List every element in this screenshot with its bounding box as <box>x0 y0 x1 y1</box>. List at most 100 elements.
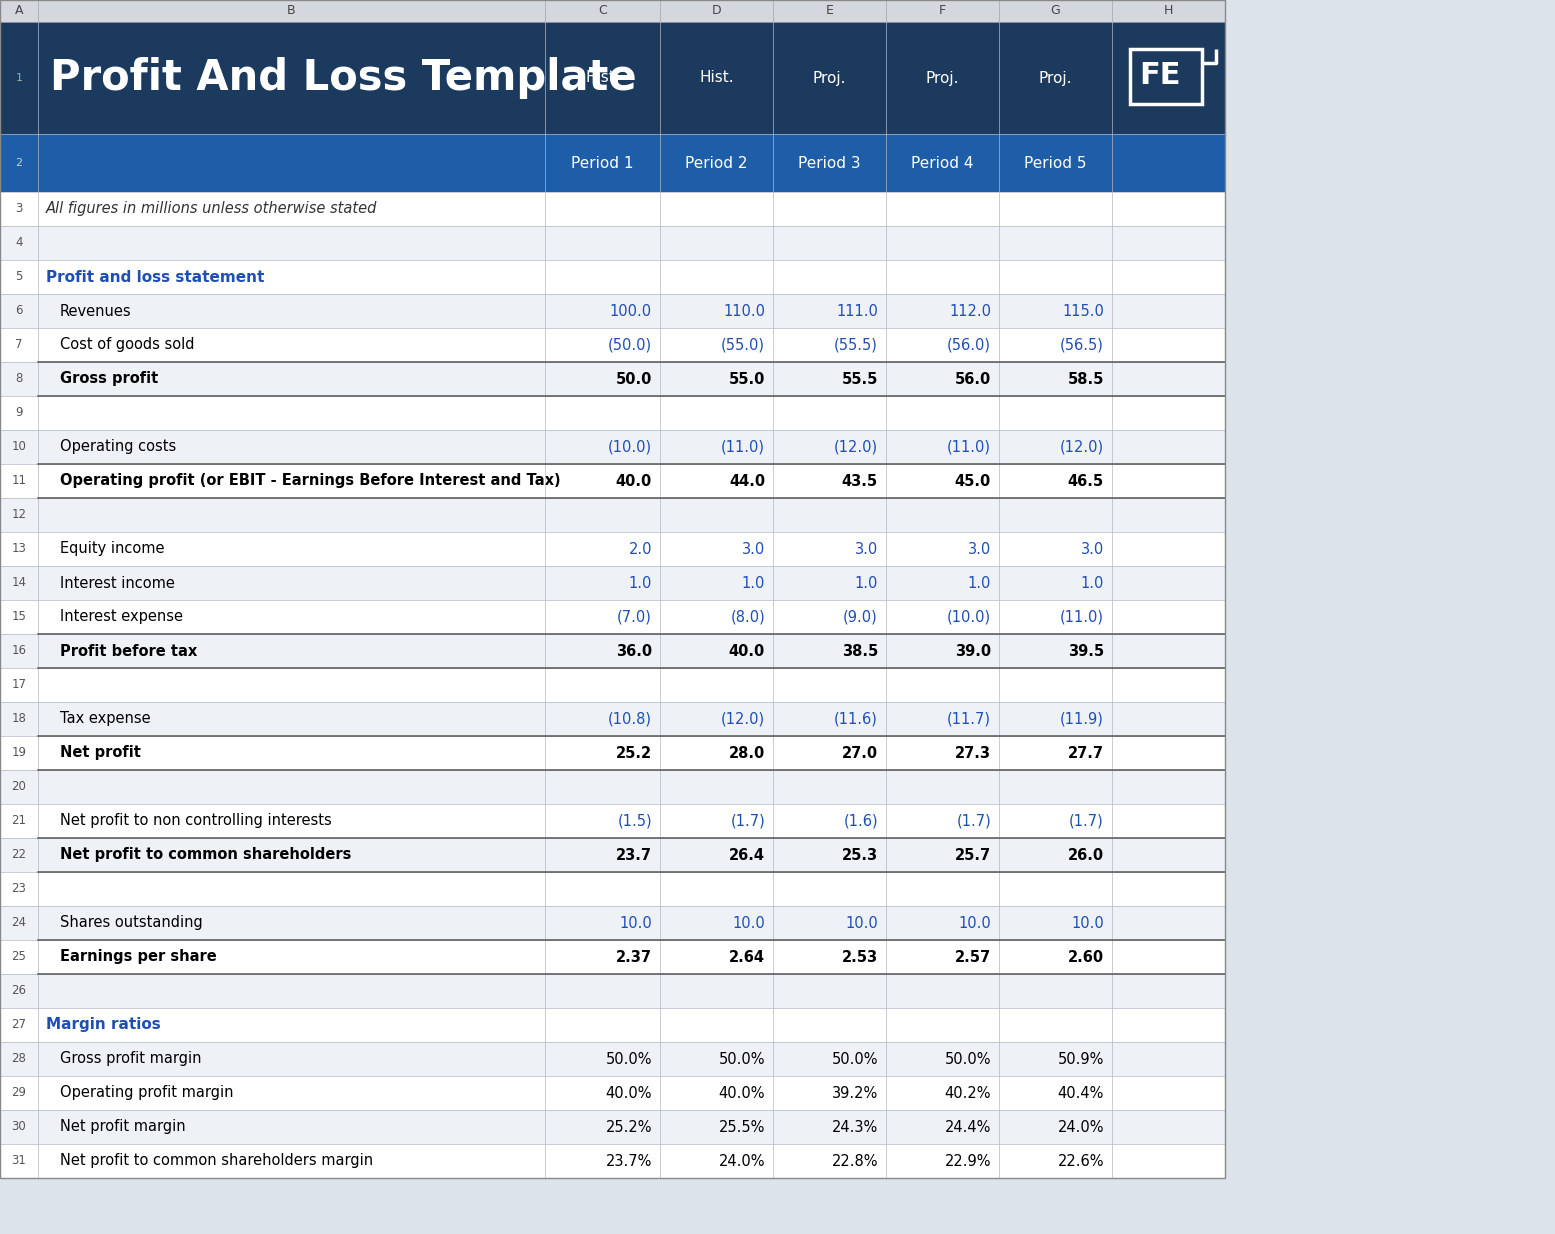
Text: 22.9%: 22.9% <box>944 1154 991 1169</box>
Text: (1.7): (1.7) <box>956 813 991 828</box>
Text: 50.0%: 50.0% <box>605 1051 652 1066</box>
Text: Proj.: Proj. <box>813 70 846 85</box>
Text: Cost of goods sold: Cost of goods sold <box>61 338 194 353</box>
Text: FE: FE <box>1140 60 1180 90</box>
Text: 36.0: 36.0 <box>616 643 652 659</box>
Text: 40.0: 40.0 <box>729 643 765 659</box>
Text: (1.7): (1.7) <box>1070 813 1104 828</box>
Text: Earnings per share: Earnings per share <box>61 949 216 965</box>
Bar <box>0 770 1225 805</box>
Text: Gross profit: Gross profit <box>61 371 159 386</box>
Text: D: D <box>712 5 722 17</box>
Text: 9: 9 <box>16 406 23 420</box>
Bar <box>0 0 1225 1178</box>
Text: Operating costs: Operating costs <box>61 439 176 454</box>
Text: 21: 21 <box>11 814 26 828</box>
Text: 18: 18 <box>11 712 26 726</box>
Text: 12: 12 <box>11 508 26 522</box>
Text: Period 3: Period 3 <box>798 155 861 170</box>
Text: 25.5%: 25.5% <box>718 1119 765 1134</box>
Text: Period 4: Period 4 <box>911 155 973 170</box>
Text: (8.0): (8.0) <box>731 610 765 624</box>
Bar <box>0 135 1225 193</box>
Bar <box>0 1008 1225 1041</box>
Text: 10: 10 <box>11 441 26 454</box>
Text: (11.9): (11.9) <box>1061 712 1104 727</box>
Bar <box>0 805 1225 838</box>
Bar <box>0 1144 1225 1178</box>
Text: 2.0: 2.0 <box>628 542 652 557</box>
Text: 3: 3 <box>16 202 23 216</box>
Text: 22: 22 <box>11 849 26 861</box>
Text: 24: 24 <box>11 917 26 929</box>
Text: 11: 11 <box>11 475 26 487</box>
Text: 50.0: 50.0 <box>616 371 652 386</box>
Text: (11.7): (11.7) <box>947 712 991 727</box>
Text: Equity income: Equity income <box>61 542 165 557</box>
Text: 39.0: 39.0 <box>955 643 991 659</box>
Text: 2.57: 2.57 <box>955 949 991 965</box>
Text: 1.0: 1.0 <box>1081 575 1104 591</box>
Text: 22.6%: 22.6% <box>1057 1154 1104 1169</box>
Text: H: H <box>1163 5 1172 17</box>
Text: 27.3: 27.3 <box>955 745 991 760</box>
Text: Interest income: Interest income <box>61 575 174 591</box>
Text: Net profit to non controlling interests: Net profit to non controlling interests <box>61 813 331 828</box>
Text: 55.0: 55.0 <box>729 371 765 386</box>
Text: 6: 6 <box>16 305 23 317</box>
Bar <box>0 294 1225 328</box>
Text: (56.0): (56.0) <box>947 338 991 353</box>
Text: 23: 23 <box>11 882 26 896</box>
Text: C: C <box>599 5 606 17</box>
Text: 1.0: 1.0 <box>742 575 765 591</box>
Text: 25.7: 25.7 <box>955 848 991 863</box>
Text: 2.37: 2.37 <box>616 949 652 965</box>
Text: 5: 5 <box>16 270 23 284</box>
Text: Period 1: Period 1 <box>571 155 634 170</box>
Bar <box>0 0 1225 22</box>
Text: (12.0): (12.0) <box>1061 439 1104 454</box>
Bar <box>0 328 1225 362</box>
Text: 2: 2 <box>16 158 23 168</box>
Text: Hist.: Hist. <box>585 70 620 85</box>
Text: 46.5: 46.5 <box>1068 474 1104 489</box>
Text: Profit and loss statement: Profit and loss statement <box>47 269 264 285</box>
Text: 27: 27 <box>11 1018 26 1032</box>
Text: 55.5: 55.5 <box>841 371 879 386</box>
Text: 43.5: 43.5 <box>841 474 879 489</box>
Bar <box>0 1111 1225 1144</box>
Text: 110.0: 110.0 <box>723 304 765 318</box>
Bar <box>0 362 1225 396</box>
Text: 24.3%: 24.3% <box>832 1119 879 1134</box>
Text: Operating profit (or EBIT - Earnings Before Interest and Tax): Operating profit (or EBIT - Earnings Bef… <box>61 474 561 489</box>
Text: 10.0: 10.0 <box>732 916 765 930</box>
Text: (10.0): (10.0) <box>608 439 652 454</box>
Bar <box>0 226 1225 260</box>
Bar <box>0 668 1225 702</box>
Text: Revenues: Revenues <box>61 304 132 318</box>
Text: 24.0%: 24.0% <box>1057 1119 1104 1134</box>
Text: 27.0: 27.0 <box>841 745 879 760</box>
Text: 25: 25 <box>11 950 26 964</box>
Bar <box>0 838 1225 872</box>
Bar <box>0 396 1225 429</box>
Text: 58.5: 58.5 <box>1068 371 1104 386</box>
Bar <box>0 1041 1225 1076</box>
Text: (1.6): (1.6) <box>843 813 879 828</box>
Text: Period 2: Period 2 <box>686 155 748 170</box>
Text: 1.0: 1.0 <box>855 575 879 591</box>
Text: 10.0: 10.0 <box>1071 916 1104 930</box>
Text: Hist.: Hist. <box>700 70 734 85</box>
Text: 45.0: 45.0 <box>955 474 991 489</box>
Text: All figures in millions unless otherwise stated: All figures in millions unless otherwise… <box>47 201 378 216</box>
Bar <box>0 566 1225 600</box>
Text: Operating profit margin: Operating profit margin <box>61 1086 233 1101</box>
Text: Tax expense: Tax expense <box>61 712 151 727</box>
Text: 14: 14 <box>11 576 26 590</box>
Text: 50.0%: 50.0% <box>944 1051 991 1066</box>
Text: (9.0): (9.0) <box>843 610 879 624</box>
Text: 2.53: 2.53 <box>841 949 879 965</box>
Text: 25.2%: 25.2% <box>605 1119 652 1134</box>
Bar <box>0 940 1225 974</box>
Text: 28: 28 <box>11 1053 26 1065</box>
